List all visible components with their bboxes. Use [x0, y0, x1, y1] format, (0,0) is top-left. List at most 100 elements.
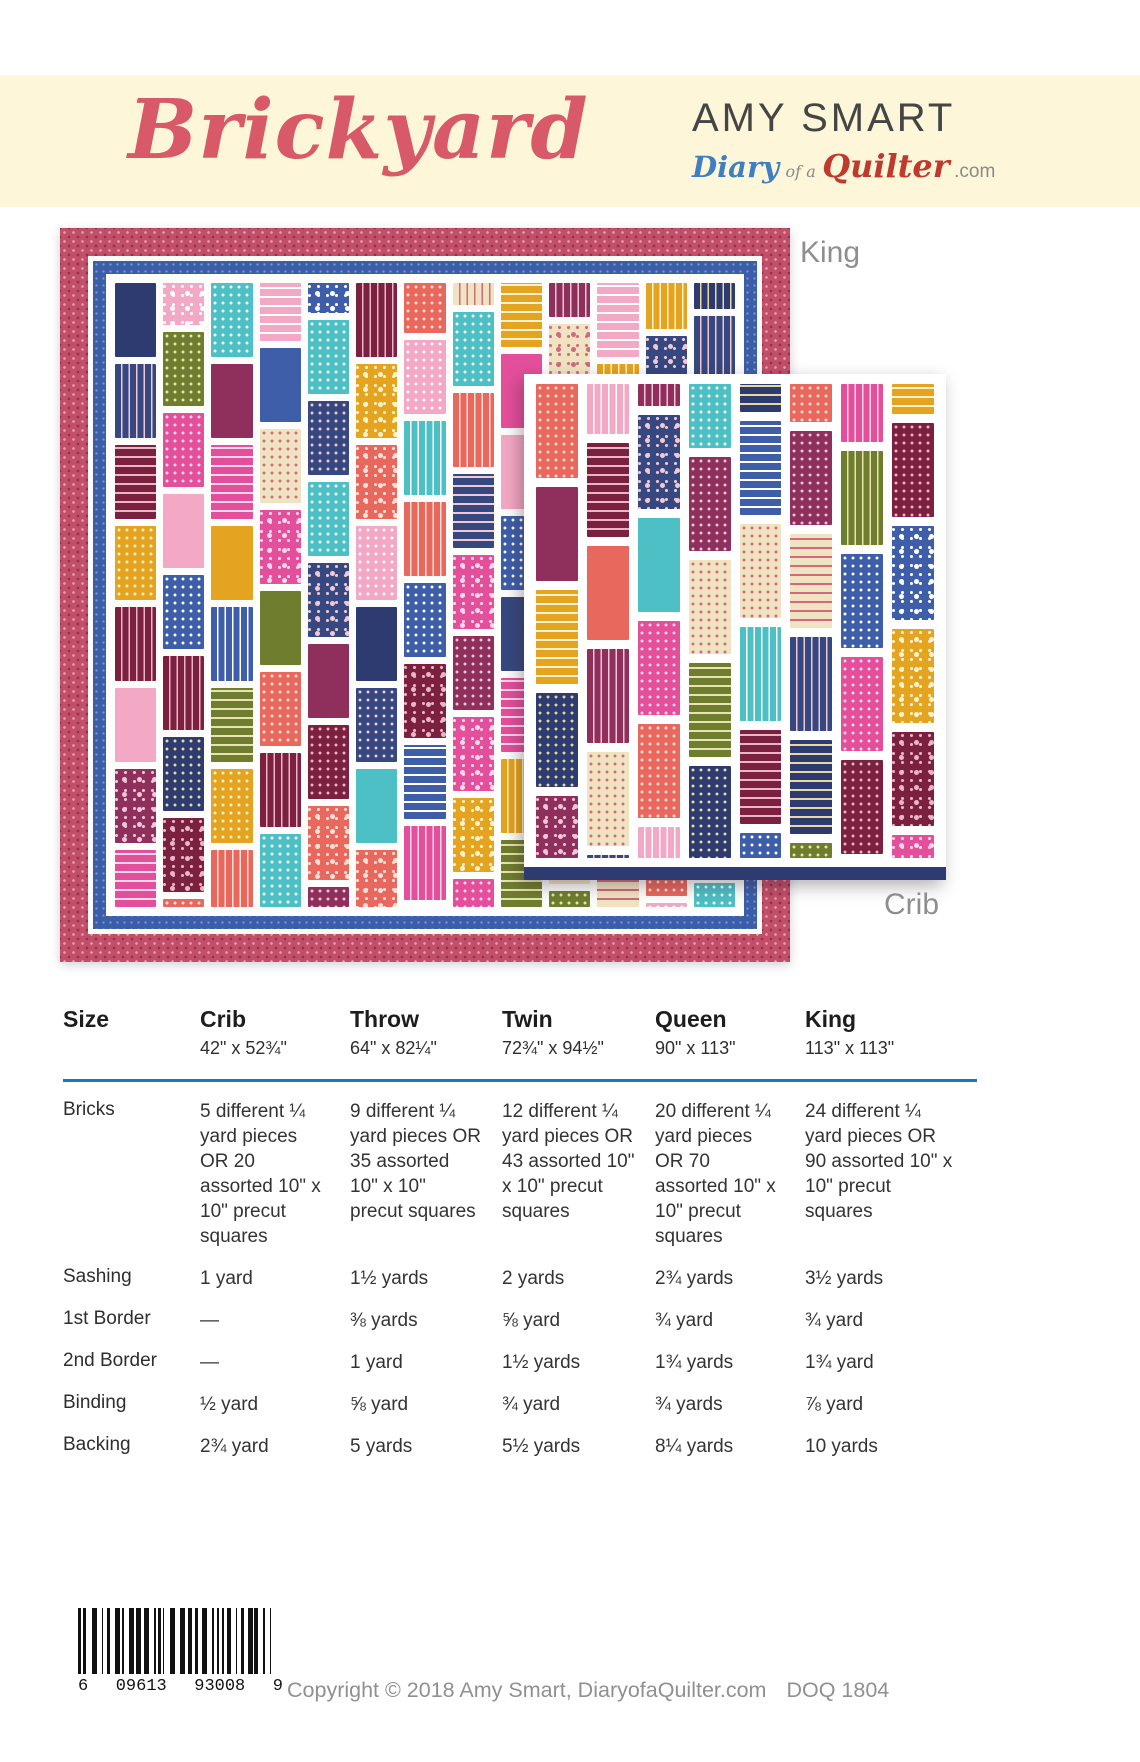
quilt-brick [688, 560, 731, 654]
quilt-brick [115, 364, 157, 438]
quilt-brick [536, 590, 578, 684]
quilt-brick [259, 834, 301, 907]
barcode-bar [91, 1608, 97, 1674]
table-row-label: Backing [63, 1434, 131, 1455]
crib-label: Crib [884, 888, 940, 921]
brand-block: AMY SMART Diary of a Quilter .com [692, 96, 995, 185]
table-column-title: Throw [350, 1006, 419, 1032]
quilt-brick [356, 769, 398, 843]
quilt-brick [790, 534, 833, 628]
table-column-title: King [805, 1006, 857, 1032]
barcode-bar [106, 1608, 111, 1674]
brand-logo: Diary of a Quilter .com [692, 147, 995, 185]
barcode-digit-group: 9 [272, 1677, 283, 1696]
quilt-brick [163, 575, 205, 649]
quilt-brick [259, 591, 301, 665]
quilt-brick [115, 607, 157, 681]
quilt-brick [163, 413, 205, 487]
quilt-brick [841, 451, 884, 545]
quilt-brick [452, 798, 494, 872]
barcode-bar [201, 1608, 207, 1674]
barcode-bar [254, 1608, 258, 1674]
quilt-brick [356, 526, 398, 600]
quilt-column [211, 283, 253, 907]
size-table: Size Crib 42" x 52¾" Throw 64" x 82¼" Twin 72¾… [63, 1006, 1077, 1459]
table-column-dimensions: 72¾" x 94½" [502, 1038, 604, 1058]
quilt-brick [452, 879, 494, 907]
barcode-bar [262, 1608, 265, 1674]
quilt-brick [211, 688, 253, 762]
quilt-brick [739, 524, 782, 618]
table-column-header: Crib 42" x 52¾" [200, 1006, 350, 1060]
barcode-bar [195, 1608, 199, 1674]
quilt-brick [597, 283, 639, 357]
table-column-header: Queen 90" x 113" [655, 1006, 805, 1060]
quilt-brick [549, 283, 591, 317]
table-column-title: Size [63, 1006, 110, 1032]
table-column-dimensions: 90" x 113" [655, 1038, 736, 1058]
table-cell: ⅝ yard [350, 1394, 409, 1415]
barcode-bar [222, 1608, 224, 1674]
quilt-column [163, 283, 205, 907]
table-cell: 5½ yards [502, 1436, 581, 1457]
table-row-label: Bricks [63, 1099, 115, 1120]
brand-logo-diary: Diary [692, 150, 780, 184]
table-cell: 10 yards [805, 1436, 878, 1457]
quilt-brick [259, 510, 301, 584]
quilt-crib [524, 374, 946, 880]
quilt-crib-field [536, 384, 934, 858]
quilt-column [688, 384, 731, 858]
quilt-brick [356, 283, 398, 357]
quilt-brick [404, 826, 446, 900]
quilt-brick [688, 766, 731, 858]
quilt-brick [211, 283, 253, 357]
barcode-bar [154, 1608, 157, 1674]
quilt-brick [536, 384, 578, 478]
quilt-brick [452, 393, 494, 467]
quilt-brick [536, 693, 578, 787]
barcode-bar [217, 1608, 219, 1674]
quilt-brick [307, 806, 350, 880]
quilt-brick [586, 855, 629, 858]
quilt-column [307, 283, 350, 907]
quilt-brick [163, 899, 205, 907]
quilt-brick [637, 518, 680, 612]
quilt-brick [586, 546, 629, 640]
table-column-title: Twin [502, 1006, 553, 1032]
quilt-brick [892, 732, 934, 826]
table-cell: ¾ yard [502, 1394, 561, 1415]
quilt-brick [404, 745, 446, 819]
quilt-column [404, 283, 446, 907]
quilt-brick [307, 320, 350, 394]
quilt-brick [841, 760, 884, 854]
barcode-bar [128, 1608, 134, 1674]
quilt-brick [211, 850, 253, 907]
quilt-brick [637, 724, 680, 818]
page-title: Brickyard [128, 82, 589, 178]
table-row-label: Binding [63, 1392, 127, 1413]
barcode-digit-group: 09613 [115, 1677, 167, 1696]
quilt-brick [115, 850, 157, 907]
quilt-brick [586, 752, 629, 846]
quilt-brick [115, 283, 157, 357]
quilt-brick [739, 627, 782, 721]
table-column-dimensions [63, 1038, 200, 1060]
barcode-bar [211, 1608, 214, 1674]
quilt-brick [163, 818, 205, 892]
table-cell: — [200, 1352, 219, 1373]
quilt-brick [259, 429, 301, 503]
barcode-bar [188, 1608, 192, 1674]
barcode-bar [144, 1608, 150, 1674]
table-column-header: Throw 64" x 82¼" [350, 1006, 502, 1060]
table-row-label: 1st Border [63, 1308, 151, 1329]
barcode-bar [83, 1608, 87, 1674]
table-cell: 1 yard [350, 1352, 403, 1373]
king-label: King [800, 236, 861, 269]
barcode: 6 09613 93008 9 [78, 1608, 283, 1696]
quilt-brick [115, 688, 157, 762]
quilt-brick [790, 384, 833, 422]
quilt-brick [693, 883, 736, 907]
quilt-brick [586, 384, 629, 434]
quilt-column [637, 384, 680, 858]
quilt-brick [211, 607, 253, 681]
